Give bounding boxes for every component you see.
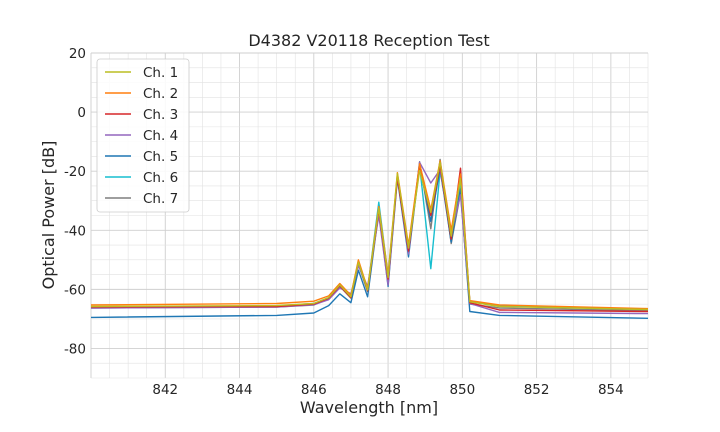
legend-label-ch5: Ch. 5 xyxy=(143,149,178,165)
y-tick-label: 0 xyxy=(77,105,86,121)
legend-label-ch7: Ch. 7 xyxy=(143,191,178,207)
legend: Ch. 1 Ch. 2 Ch. 3 Ch. 4 Ch. 5 Ch. 6 Ch. 7 xyxy=(96,58,190,213)
y-tick-label: -60 xyxy=(64,282,86,298)
y-tick-label: -20 xyxy=(64,164,86,180)
x-tick-label: 854 xyxy=(598,382,624,398)
legend-label-ch2: Ch. 2 xyxy=(143,86,178,102)
chart-title: D4382 V20118 Reception Test xyxy=(248,31,489,50)
series-line-ch1 xyxy=(90,161,649,311)
x-tick-label: 842 xyxy=(152,382,178,398)
y-tick-label: -80 xyxy=(64,341,86,357)
x-tick-label: 852 xyxy=(524,382,550,398)
legend-box xyxy=(96,58,190,213)
y-tick-label: -40 xyxy=(64,223,86,239)
tick-labels: 842 844 846 848 850 852 854 -80 -60 -40 -20 0 20 xyxy=(64,46,624,398)
x-tick-label: 848 xyxy=(375,382,401,398)
series-lines xyxy=(90,158,649,319)
legend-label-ch4: Ch. 4 xyxy=(143,128,178,144)
y-tick-label: 20 xyxy=(69,46,86,62)
x-axis-label: Wavelength [nm] xyxy=(300,398,438,417)
y-axis-label: Optical Power [dB] xyxy=(39,141,58,290)
x-tick-label: 846 xyxy=(301,382,327,398)
legend-label-ch1: Ch. 1 xyxy=(143,65,178,81)
legend-label-ch6: Ch. 6 xyxy=(143,170,178,186)
x-tick-label: 850 xyxy=(449,382,475,398)
x-tick-label: 844 xyxy=(227,382,253,398)
legend-label-ch3: Ch. 3 xyxy=(143,107,178,123)
